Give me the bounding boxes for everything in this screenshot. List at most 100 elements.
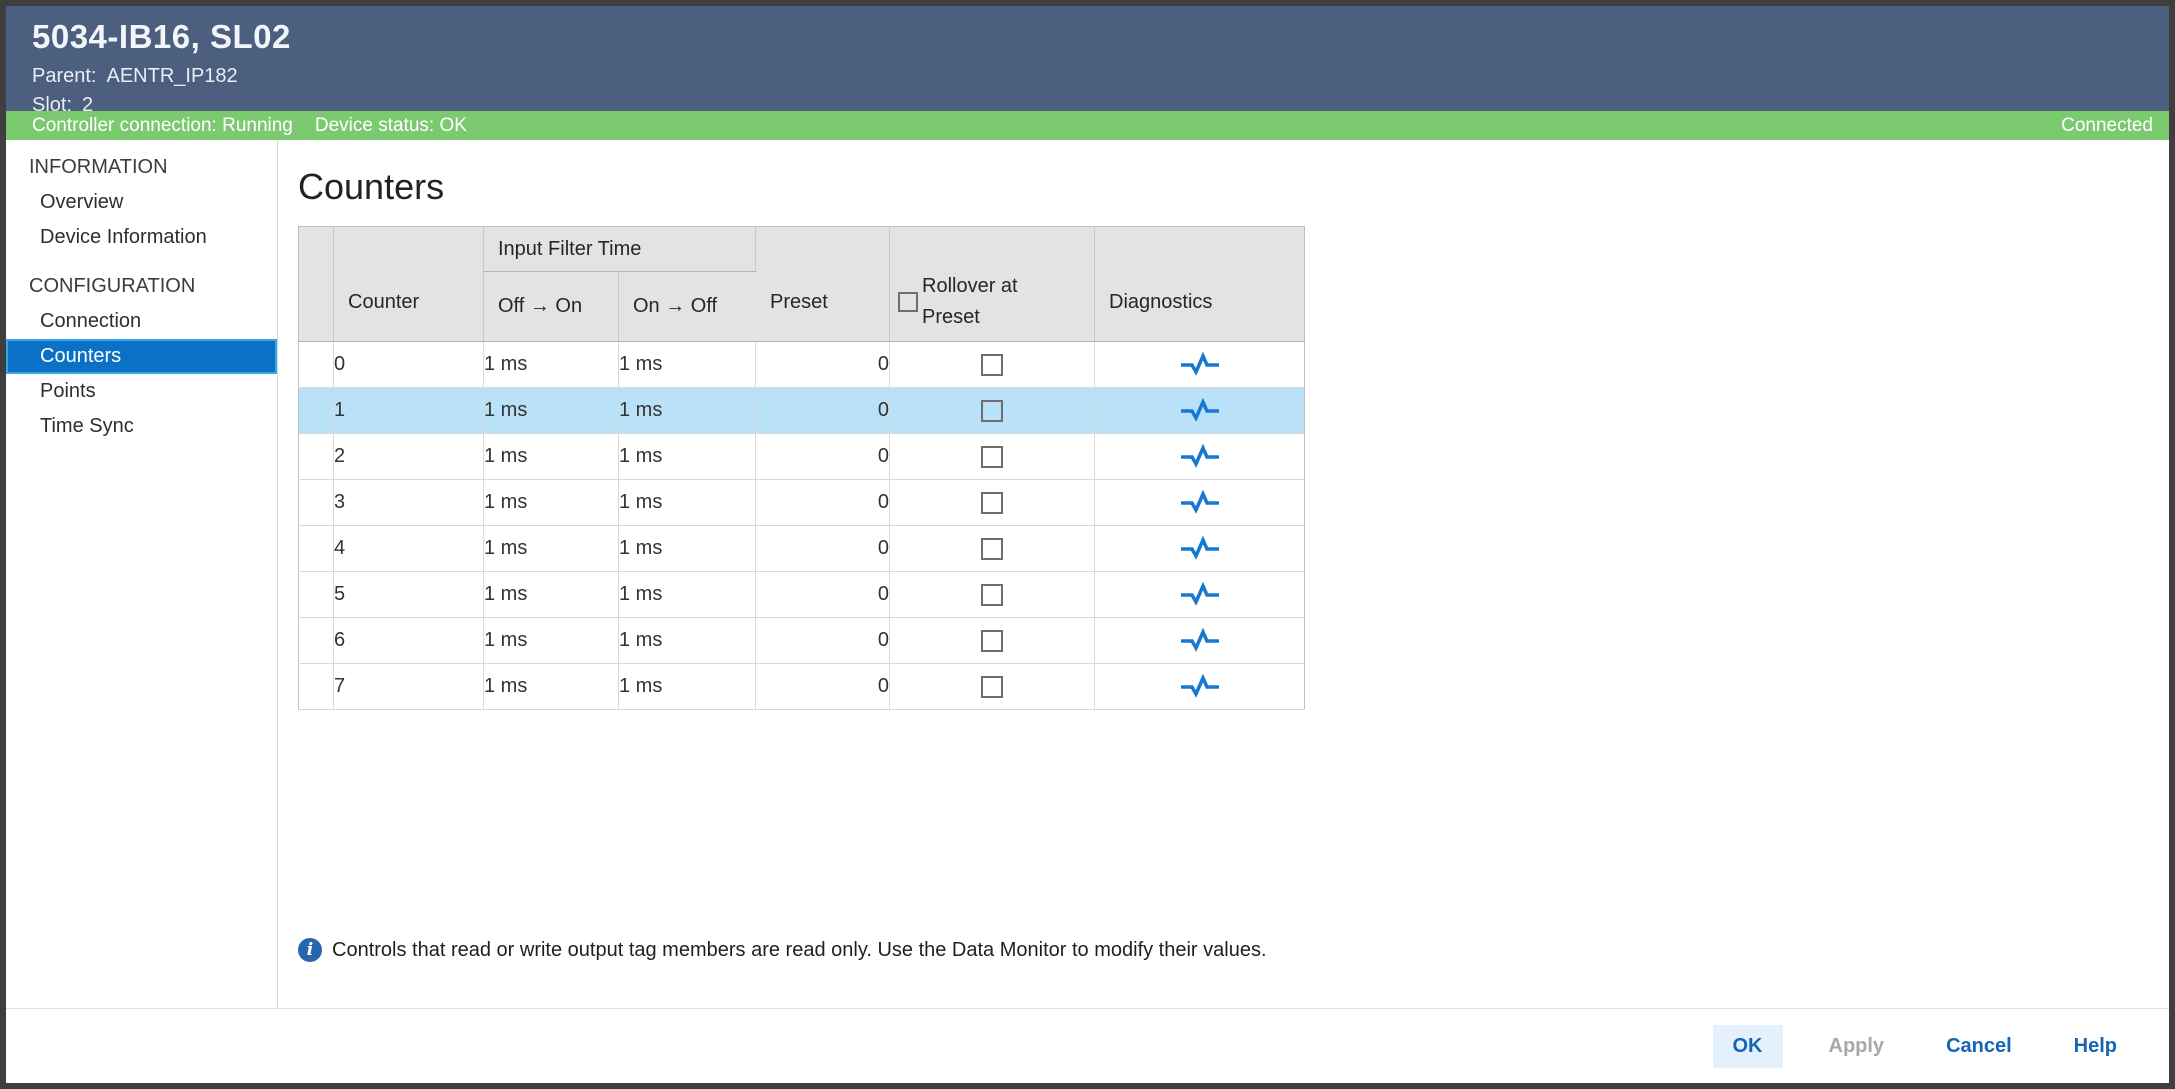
counter-column-header: Counter <box>334 227 484 342</box>
counter-cell: 3 <box>334 480 484 526</box>
diagnostics-cell <box>1095 388 1305 434</box>
counter-cell: 1 <box>334 388 484 434</box>
rollover-column-header: Rollover at Preset <box>890 227 1095 342</box>
diagnostics-icon[interactable] <box>1179 582 1221 608</box>
cancel-button[interactable]: Cancel <box>1930 1025 2028 1068</box>
ok-button[interactable]: OK <box>1713 1025 1783 1068</box>
preset-cell: 0 <box>756 526 890 572</box>
off-on-cell[interactable]: 1 ms <box>484 434 619 480</box>
diagnostics-cell <box>1095 618 1305 664</box>
rollover-checkbox[interactable] <box>981 538 1003 560</box>
sidebar-item-connection[interactable]: Connection <box>6 304 277 339</box>
diagnostics-cell <box>1095 664 1305 710</box>
off-on-cell[interactable]: 1 ms <box>484 388 619 434</box>
apply-button[interactable]: Apply <box>1813 1025 1901 1068</box>
row-selector-cell[interactable] <box>299 618 334 664</box>
rollover-all-checkbox[interactable] <box>898 292 918 312</box>
sidebar-item-counters[interactable]: Counters <box>6 339 277 374</box>
counter-cell: 6 <box>334 618 484 664</box>
on-off-cell[interactable]: 1 ms <box>619 434 756 480</box>
row-selector-cell[interactable] <box>299 664 334 710</box>
sidebar-section-header: INFORMATION <box>6 150 277 185</box>
rollover-cell <box>890 434 1095 480</box>
counter-row-4[interactable]: 41 ms1 ms0 <box>299 526 1305 572</box>
sidebar-section-configuration: CONFIGURATIONConnectionCountersPointsTim… <box>6 269 277 444</box>
rollover-checkbox[interactable] <box>981 400 1003 422</box>
rollover-header-label: Rollover at Preset <box>922 271 1034 333</box>
on-off-cell[interactable]: 1 ms <box>619 388 756 434</box>
rollover-cell <box>890 342 1095 388</box>
on-off-cell[interactable]: 1 ms <box>619 342 756 388</box>
connection-status-bar: Controller connection: Running Device st… <box>6 111 2169 140</box>
rollover-checkbox[interactable] <box>981 354 1003 376</box>
counter-row-7[interactable]: 71 ms1 ms0 <box>299 664 1305 710</box>
row-selector-cell[interactable] <box>299 434 334 480</box>
diagnostics-cell <box>1095 572 1305 618</box>
counter-cell: 2 <box>334 434 484 480</box>
rollover-checkbox[interactable] <box>981 676 1003 698</box>
row-selector-cell[interactable] <box>299 526 334 572</box>
rollover-checkbox[interactable] <box>981 630 1003 652</box>
off-on-cell[interactable]: 1 ms <box>484 572 619 618</box>
diagnostics-cell <box>1095 526 1305 572</box>
counter-row-2[interactable]: 21 ms1 ms0 <box>299 434 1305 480</box>
counter-cell: 5 <box>334 572 484 618</box>
counter-cell: 4 <box>334 526 484 572</box>
parent-row: Parent: AENTR_IP182 <box>32 65 2169 88</box>
help-button[interactable]: Help <box>2058 1025 2133 1068</box>
sidebar-item-time-sync[interactable]: Time Sync <box>6 409 277 444</box>
on-off-cell[interactable]: 1 ms <box>619 480 756 526</box>
rollover-checkbox[interactable] <box>981 446 1003 468</box>
row-selector-cell[interactable] <box>299 572 334 618</box>
on-off-cell[interactable]: 1 ms <box>619 618 756 664</box>
row-selector-cell[interactable] <box>299 388 334 434</box>
sidebar-item-device-information[interactable]: Device Information <box>6 220 277 255</box>
titlebar: 5034-IB16, SL02 Parent:AENTR_IP182 Slot:… <box>6 6 2169 111</box>
off-on-column-header: Off → On <box>484 272 619 342</box>
on-off-cell[interactable]: 1 ms <box>619 572 756 618</box>
on-off-cell[interactable]: 1 ms <box>619 526 756 572</box>
counters-table-header: Counter Input Filter Time Preset Rollove… <box>299 227 1305 342</box>
input-filter-time-group-header: Input Filter Time <box>484 227 756 272</box>
counter-cell: 7 <box>334 664 484 710</box>
diagnostics-icon[interactable] <box>1179 444 1221 470</box>
diagnostics-icon[interactable] <box>1179 352 1221 378</box>
sidebar-item-points[interactable]: Points <box>6 374 277 409</box>
device-profile-window: 5034-IB16, SL02 Parent:AENTR_IP182 Slot:… <box>0 0 2175 1089</box>
parent-label: Parent: <box>32 65 96 87</box>
counters-table: Counter Input Filter Time Preset Rollove… <box>298 226 1305 710</box>
preset-cell: 0 <box>756 618 890 664</box>
parent-value: AENTR_IP182 <box>106 65 237 87</box>
diagnostics-icon[interactable] <box>1179 628 1221 654</box>
on-off-cell[interactable]: 1 ms <box>619 664 756 710</box>
counters-table-body: 01 ms1 ms011 ms1 ms021 ms1 ms031 ms1 ms0… <box>299 342 1305 710</box>
sidebar-item-overview[interactable]: Overview <box>6 185 277 220</box>
diagnostics-cell <box>1095 342 1305 388</box>
rollover-cell <box>890 664 1095 710</box>
page-title: Counters <box>298 166 2169 208</box>
diagnostics-icon[interactable] <box>1179 536 1221 562</box>
off-on-cell[interactable]: 1 ms <box>484 618 619 664</box>
counter-row-5[interactable]: 51 ms1 ms0 <box>299 572 1305 618</box>
readonly-note-text: Controls that read or write output tag m… <box>332 939 1267 962</box>
counter-row-0[interactable]: 01 ms1 ms0 <box>299 342 1305 388</box>
diagnostics-icon[interactable] <box>1179 398 1221 424</box>
sidebar-nav: INFORMATIONOverviewDevice Information CON… <box>6 140 278 1008</box>
diagnostics-icon[interactable] <box>1179 490 1221 516</box>
rollover-cell <box>890 388 1095 434</box>
rollover-checkbox[interactable] <box>981 492 1003 514</box>
off-on-cell[interactable]: 1 ms <box>484 526 619 572</box>
counter-row-1[interactable]: 11 ms1 ms0 <box>299 388 1305 434</box>
preset-cell: 0 <box>756 388 890 434</box>
connected-badge: Connected <box>2061 115 2153 137</box>
controller-connection-status: Controller connection: Running <box>32 115 293 137</box>
counter-row-3[interactable]: 31 ms1 ms0 <box>299 480 1305 526</box>
rollover-checkbox[interactable] <box>981 584 1003 606</box>
diagnostics-icon[interactable] <box>1179 674 1221 700</box>
off-on-cell[interactable]: 1 ms <box>484 342 619 388</box>
off-on-cell[interactable]: 1 ms <box>484 480 619 526</box>
counter-row-6[interactable]: 61 ms1 ms0 <box>299 618 1305 664</box>
row-selector-cell[interactable] <box>299 342 334 388</box>
row-selector-cell[interactable] <box>299 480 334 526</box>
off-on-cell[interactable]: 1 ms <box>484 664 619 710</box>
